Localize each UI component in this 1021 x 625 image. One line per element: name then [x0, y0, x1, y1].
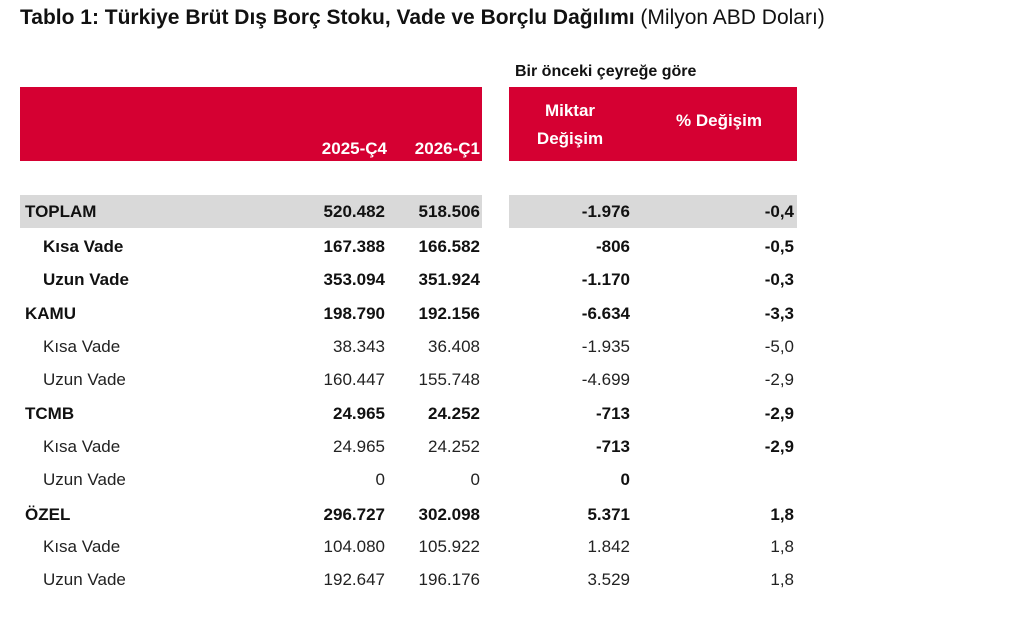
cell-amount-change: -1.976	[581, 202, 630, 221]
cell-percent-change: -2,9	[764, 370, 794, 389]
cell-2025-q4: 0	[375, 470, 385, 489]
row-label: KAMU	[25, 304, 76, 323]
total-row-highlight-right	[509, 195, 797, 228]
cell-amount-change: -713	[595, 437, 630, 456]
cell-amount-change: 0	[620, 470, 630, 489]
table-row: Uzun Vade 353.094 351.924 -1.170 -0,3	[0, 263, 1021, 296]
cell-amount-change: -806	[595, 237, 630, 256]
cell-2025-q4: 160.447	[323, 370, 385, 389]
cell-percent-change: 1,8	[770, 537, 794, 556]
cell-2025-q4: 38.343	[333, 337, 385, 356]
cell-2026-q1: 302.098	[418, 505, 480, 524]
row-label: Uzun Vade	[43, 270, 129, 289]
column-header-amount-change-line2: Değişim	[536, 129, 604, 148]
table-row-toplam: TOPLAM 520.482 518.506 -1.976 -0,4	[0, 195, 1021, 228]
row-label: TOPLAM	[25, 202, 97, 221]
column-group-header: Bir önceki çeyreğe göre	[515, 63, 697, 80]
table-title-main: Tablo 1: Türkiye Brüt Dış Borç Stoku, Va…	[20, 6, 635, 29]
cell-2025-q4: 24.965	[333, 437, 385, 456]
cell-percent-change: -3,3	[764, 304, 794, 323]
row-label: TCMB	[25, 404, 75, 423]
table-title: Tablo 1: Türkiye Brüt Dış Borç Stoku, Va…	[20, 6, 825, 30]
table-row: Uzun Vade 192.647 196.176 3.529 1,8	[0, 563, 1021, 596]
table-title-unit: (Milyon ABD Doları)	[634, 6, 825, 29]
cell-amount-change: 3.529	[587, 570, 630, 589]
cell-percent-change: 1,8	[770, 505, 794, 524]
cell-2025-q4: 192.647	[323, 570, 385, 589]
cell-2025-q4: 167.388	[323, 237, 385, 256]
cell-2026-q1: 196.176	[418, 570, 480, 589]
cell-2025-q4: 296.727	[323, 505, 385, 524]
row-label: Uzun Vade	[43, 570, 126, 589]
row-label: Kısa Vade	[43, 337, 121, 356]
column-header-amount-change: Miktar Değişim	[509, 97, 631, 153]
table-row: Uzun Vade 160.447 155.748 -4.699 -2,9	[0, 363, 1021, 396]
table-row-kamu: KAMU 198.790 192.156 -6.634 -3,3	[0, 297, 1021, 330]
cell-2025-q4: 104.080	[323, 537, 385, 556]
cell-2026-q1: 24.252	[428, 404, 480, 423]
column-header-2025-q4: 2025-Ç4	[321, 139, 387, 158]
cell-amount-change: 1.842	[587, 537, 630, 556]
cell-2026-q1: 166.582	[418, 237, 480, 256]
cell-amount-change: -1.170	[581, 270, 630, 289]
cell-percent-change: -0,3	[764, 270, 794, 289]
table-row: Uzun Vade 0 0 0	[0, 463, 1021, 496]
table-row: Kısa Vade 104.080 105.922 1.842 1,8	[0, 530, 1021, 563]
column-header-percent-change: % Değişim	[676, 111, 762, 130]
cell-2026-q1: 192.156	[418, 304, 480, 323]
cell-2026-q1: 351.924	[418, 270, 480, 289]
cell-2026-q1: 105.922	[418, 537, 480, 556]
total-row-highlight-left	[20, 195, 482, 228]
table-row: Kısa Vade 167.388 166.582 -806 -0,5	[0, 230, 1021, 263]
header-band-right: Miktar Değişim % Değişim	[509, 87, 797, 161]
table-row-tcmb: TCMB 24.965 24.252 -713 -2,9	[0, 397, 1021, 430]
row-label: Uzun Vade	[43, 470, 126, 489]
column-header-amount-change-line1: Miktar	[544, 101, 596, 120]
cell-2025-q4: 198.790	[323, 304, 385, 323]
cell-2026-q1: 36.408	[428, 337, 480, 356]
cell-2026-q1: 24.252	[428, 437, 480, 456]
row-label: ÖZEL	[25, 505, 71, 524]
cell-amount-change: 5.371	[587, 505, 630, 524]
cell-amount-change: -1.935	[581, 337, 630, 356]
row-label: Uzun Vade	[43, 370, 126, 389]
row-label: Kısa Vade	[43, 537, 121, 556]
cell-2025-q4: 520.482	[323, 202, 385, 221]
cell-percent-change: -0,5	[764, 237, 794, 256]
cell-percent-change: -5,0	[764, 337, 794, 356]
row-label: Kısa Vade	[43, 237, 124, 256]
table-row: Kısa Vade 24.965 24.252 -713 -2,9	[0, 430, 1021, 463]
cell-2025-q4: 353.094	[323, 270, 385, 289]
column-header-2026-q1: 2026-Ç1	[414, 139, 480, 158]
header-band-left: 2025-Ç4 2026-Ç1	[20, 87, 482, 161]
row-label: Kısa Vade	[43, 437, 121, 456]
cell-2026-q1: 155.748	[418, 370, 480, 389]
cell-2026-q1: 0	[470, 470, 480, 489]
cell-2025-q4: 24.965	[333, 404, 385, 423]
cell-amount-change: -713	[595, 404, 630, 423]
cell-amount-change: -4.699	[581, 370, 630, 389]
table-row: Kısa Vade 38.343 36.408 -1.935 -5,0	[0, 330, 1021, 363]
cell-percent-change: -2,9	[764, 437, 794, 456]
cell-amount-change: -6.634	[581, 304, 630, 323]
cell-percent-change: 1,8	[770, 570, 794, 589]
table-row-ozel: ÖZEL 296.727 302.098 5.371 1,8	[0, 498, 1021, 531]
cell-percent-change: -2,9	[764, 404, 794, 423]
cell-2026-q1: 518.506	[418, 202, 480, 221]
cell-percent-change: -0,4	[764, 202, 794, 221]
